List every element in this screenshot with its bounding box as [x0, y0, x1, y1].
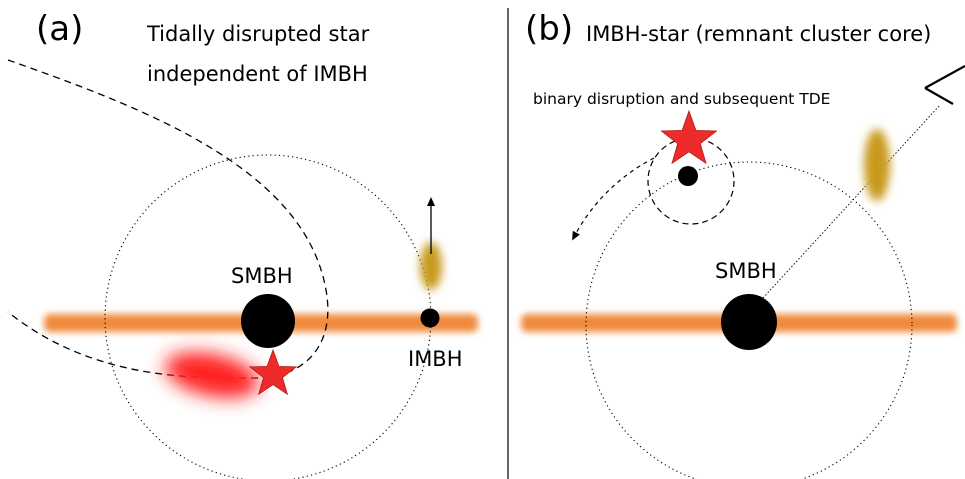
panel-a-caption-line2: independent of IMBH [147, 62, 368, 86]
star-trajectory-a [7, 59, 329, 379]
panel-a-tag: (a) [36, 9, 83, 49]
smbh-a [241, 294, 295, 348]
panel-a: (a) Tidally disrupted star independent o… [7, 9, 478, 479]
disrupted-star-b [660, 109, 718, 165]
imbh-b [678, 166, 698, 186]
panel-a-caption-line1: Tidally disrupted star [146, 22, 370, 46]
cluster-blob-a [420, 242, 442, 290]
observer-icon [924, 65, 965, 105]
panel-b-subcaption: binary disruption and subsequent TDE [533, 90, 830, 108]
cluster-blob-b [864, 129, 890, 201]
panel-b-tag: (b) [525, 9, 573, 49]
panel-b-caption: IMBH-star (remnant cluster core) [586, 22, 931, 46]
smbh-label-a: SMBH [231, 264, 293, 288]
orbit-direction-arrow-b [572, 157, 655, 241]
imbh-label-a: IMBH [408, 347, 463, 371]
cluster-orbit-b [585, 161, 913, 479]
tidal-stream-a [164, 352, 260, 398]
smbh-b [721, 294, 777, 350]
line-of-sight-b [762, 104, 941, 299]
disrupted-star-a [248, 348, 298, 396]
smbh-label-b: SMBH [715, 259, 777, 283]
imbh-a [420, 308, 440, 328]
panel-b: (b) IMBH-star (remnant cluster core) bin… [521, 9, 965, 479]
